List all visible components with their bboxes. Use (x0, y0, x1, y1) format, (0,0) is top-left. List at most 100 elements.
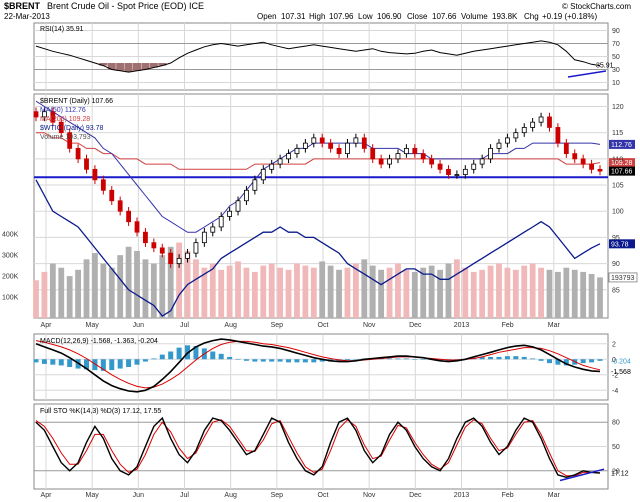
macd-hist-bar (142, 359, 148, 362)
high-label: High (309, 12, 325, 21)
stoch-value: 17.12 (611, 471, 629, 478)
macd-hist-bar (488, 356, 494, 360)
candle-body (143, 231, 148, 244)
volume-bar (378, 269, 385, 318)
macd-line (35, 338, 601, 393)
x-label-top: Oct (318, 322, 329, 329)
candle-body (260, 168, 266, 181)
candle-body (92, 168, 98, 181)
volume-bar (496, 263, 502, 318)
candle-body (75, 147, 81, 160)
candle-body (563, 142, 569, 155)
candle-body (597, 168, 603, 172)
volume-bar (142, 259, 149, 318)
rsi-tick-label: 10 (612, 80, 620, 87)
high-value: 107.96 (329, 12, 354, 21)
candle-body (286, 153, 291, 160)
macd-hist-bar (403, 358, 409, 360)
volume-bar (235, 261, 241, 318)
volume-bar (167, 246, 174, 318)
volume-bar (462, 267, 469, 318)
volume-bar (411, 271, 418, 318)
volume-bar (361, 259, 368, 318)
volume-bar (268, 263, 275, 318)
instrument-name: Brent Crude Oil - Spot Price (EOD) ICE (47, 1, 204, 11)
close-label: Close (407, 12, 428, 21)
volume-bar (294, 263, 300, 318)
macd-signal-line (35, 340, 601, 389)
candle-body (159, 247, 165, 254)
volume-bar (277, 267, 284, 318)
macd-panel (33, 333, 609, 401)
ma200-legend: MA(200) 109.28 (40, 116, 90, 123)
macd-hist-bar (193, 346, 199, 360)
candle-body (479, 158, 485, 165)
candle-body (496, 142, 502, 149)
candle-body (294, 147, 300, 155)
candle-body (252, 179, 258, 191)
x-label-top: Feb (502, 322, 514, 329)
candle-body (572, 153, 578, 160)
value-label-box (609, 139, 635, 149)
rsi-oversold-fill (124, 63, 133, 73)
volume-bar (243, 267, 250, 318)
volume-bar (125, 246, 132, 318)
x-label-bottom: Jun (133, 492, 144, 499)
x-label-bottom: Nov (363, 492, 376, 499)
volume-bar (327, 265, 334, 318)
volume-bar (395, 263, 401, 318)
macd-hist-bar (546, 359, 552, 364)
volume-bar (201, 267, 208, 318)
macd-hist-bar (58, 359, 64, 366)
volume-bar (209, 263, 216, 318)
candle-body (269, 163, 275, 170)
volume-bar (420, 267, 427, 318)
macd-hist-bar (353, 359, 359, 360)
volume-legend: Volume 193,793 (40, 134, 91, 141)
volume-bar (504, 267, 511, 318)
x-label-top: May (86, 322, 100, 329)
volume-bar (538, 267, 544, 318)
volume-bar (445, 263, 452, 318)
macd-hist-bar (420, 359, 426, 360)
macd-hist-bar (235, 359, 241, 360)
volume-bar (49, 263, 56, 318)
stoch-tick-label: 50 (612, 444, 620, 451)
volume-bar (529, 263, 536, 318)
rsi-tick-label: 90 (612, 28, 620, 35)
x-label-bottom: May (86, 492, 100, 499)
x-label-top: Jun (133, 322, 144, 329)
macd-hist-bar (210, 351, 216, 360)
macd-hist-bar (117, 359, 123, 369)
x-label-top: Dec (409, 322, 422, 329)
stoch-legend: Full STO %K(14,3) %D(3) 17.12, 17.55 (40, 408, 161, 415)
candle-body (353, 137, 359, 144)
x-label-top: 2013 (454, 322, 470, 329)
rsi-tick-label: 50 (612, 54, 620, 61)
candle-body (378, 158, 384, 165)
chart-marks (33, 40, 638, 482)
macd-hist-bar (344, 359, 350, 361)
candle-body (227, 210, 233, 217)
volume-bar (563, 267, 570, 318)
wtic-line (35, 179, 601, 317)
close-value: 107.66 (432, 12, 457, 21)
macd-hist-bar (134, 359, 140, 365)
macd-hist-bar (159, 354, 165, 360)
macd-hist-bar (530, 358, 536, 360)
candle-body (67, 132, 73, 149)
price-tick-label: 95 (612, 235, 620, 242)
volume-bar (75, 269, 81, 318)
candle-body (513, 132, 519, 139)
price-tick-label: 100 (612, 209, 624, 216)
x-label-bottom: Jul (180, 492, 189, 499)
chart-date: 22-Mar-2013 (4, 12, 50, 21)
macd-hist-bar (319, 359, 325, 362)
candle-body (185, 252, 190, 259)
volume-bar (218, 269, 225, 318)
volume-bar (403, 269, 410, 318)
candle-body (387, 158, 392, 165)
stoch-tick-label: 80 (612, 420, 620, 427)
candle-body (370, 147, 376, 160)
